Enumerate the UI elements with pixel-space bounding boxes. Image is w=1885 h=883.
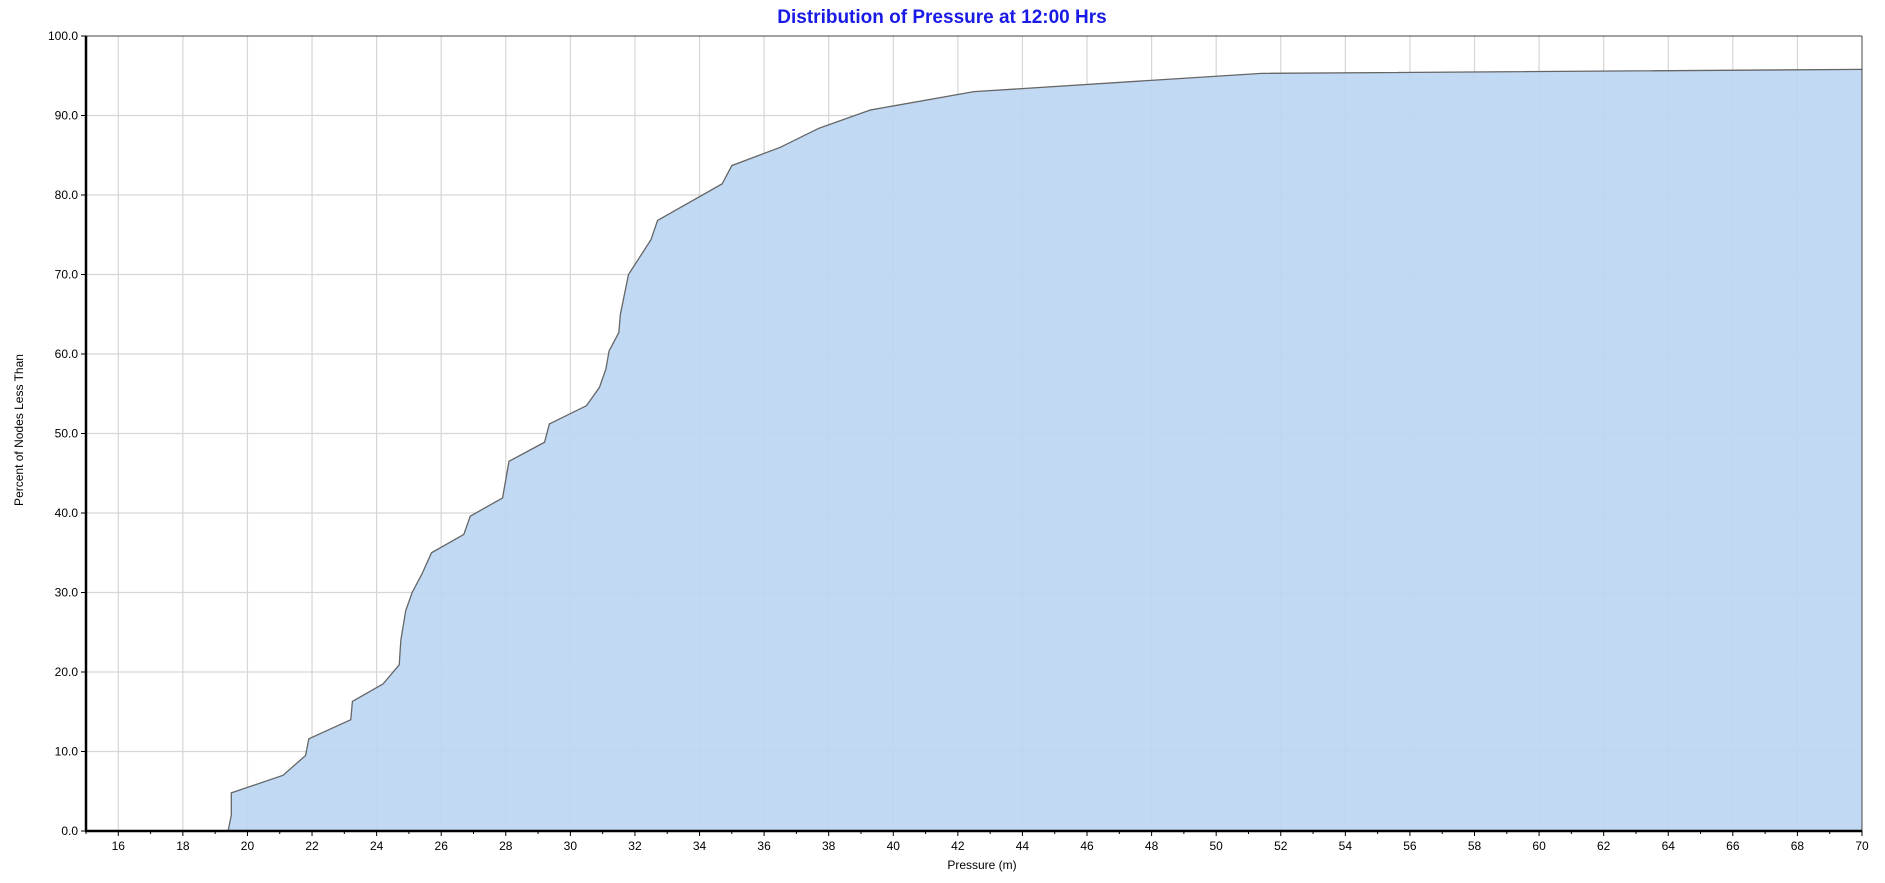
x-tick-label-66: 66 [1726,839,1740,853]
y-tick-label-60.0: 60.0 [55,347,79,361]
x-tick-label-52: 52 [1274,839,1288,853]
x-tick-label-16: 16 [112,839,126,853]
x-tick-label-34: 34 [693,839,707,853]
y-tick-label-10.0: 10.0 [55,745,79,759]
y-axis-label: Percent of Nodes Less Than [12,354,26,506]
x-tick-label-58: 58 [1468,839,1482,853]
x-tick-label-24: 24 [370,839,384,853]
x-tick-label-32: 32 [628,839,642,853]
x-tick-label-68: 68 [1791,839,1805,853]
series-line-0 [86,68,1863,832]
y-tick-label-0.0: 0.0 [61,824,78,838]
y-tick-label-70.0: 70.0 [55,268,79,282]
x-tick-label-70: 70 [1855,839,1869,853]
chart-title: Distribution of Pressure at 12:00 Hrs [777,7,1106,28]
x-tick-label-38: 38 [822,839,836,853]
y-axis-ticks: 0.0 10.0 20.0 30.0 40.0 50.0 60.0 70.0 80.0 90.0 1… [48,29,86,838]
x-tick-label-44: 44 [1016,839,1030,853]
x-tick-label-60: 60 [1532,839,1546,853]
x-tick-label-18: 18 [176,839,190,853]
x-tick-label-50: 50 [1210,839,1224,853]
y-tick-label-30.0: 30.0 [55,586,79,600]
y-tick-label-90.0: 90.0 [55,109,79,123]
x-tick-label-48: 48 [1145,839,1159,853]
plot-area [86,68,1863,832]
x-tick-label-54: 54 [1339,839,1353,853]
x-tick-label-36: 36 [757,839,771,853]
series-area-fill-0 [86,69,1862,831]
x-tick-label-62: 62 [1597,839,1611,853]
x-tick-label-20: 20 [241,839,255,853]
y-tick-label-40.0: 40.0 [55,506,79,520]
x-tick-label-30: 30 [564,839,578,853]
x-tick-label-22: 22 [305,839,319,853]
x-tick-label-46: 46 [1080,839,1094,853]
x-tick-label-56: 56 [1403,839,1417,853]
x-tick-label-42: 42 [951,839,965,853]
y-tick-label-80.0: 80.0 [55,188,79,202]
y-tick-label-50.0: 50.0 [55,427,79,441]
x-tick-label-64: 64 [1662,839,1676,853]
x-tick-label-26: 26 [435,839,449,853]
x-axis-label: Pressure (m) [947,858,1016,872]
y-tick-label-100.0: 100.0 [48,29,78,43]
y-tick-label-20.0: 20.0 [55,665,79,679]
x-tick-label-40: 40 [887,839,901,853]
x-axis-ticks: 16 18 20 22 24 26 28 30 32 34 36 38 40 42 44 46 48 50 52 54… [85,831,1869,853]
x-tick-label-28: 28 [499,839,513,853]
